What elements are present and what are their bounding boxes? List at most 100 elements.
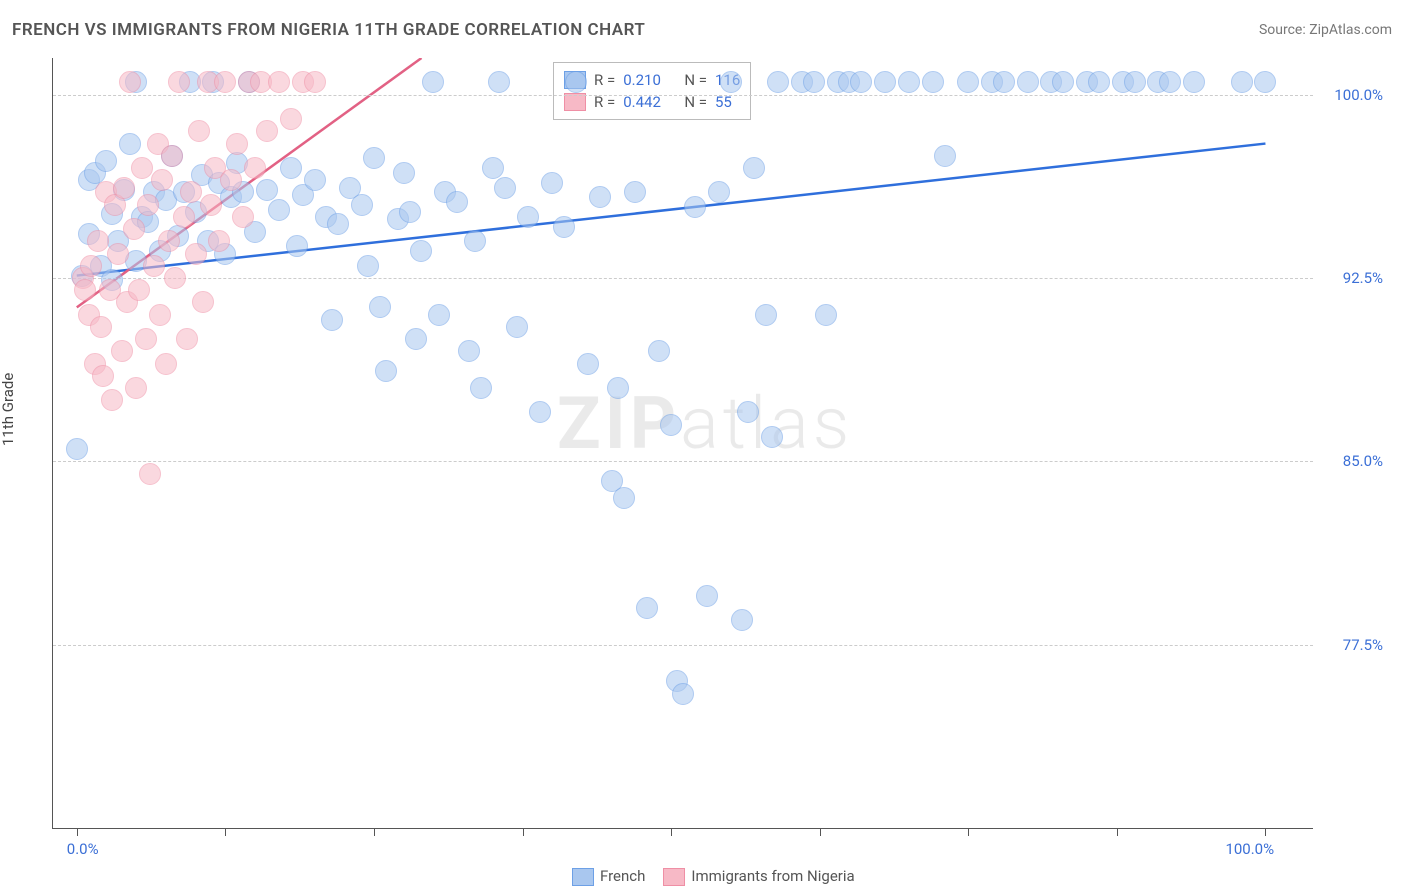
data-point [850,71,872,93]
data-point [90,316,112,338]
data-point [173,206,195,228]
data-point [1183,71,1205,93]
data-point [529,401,551,423]
data-point [125,377,147,399]
data-point [934,145,956,167]
data-point [993,71,1015,93]
plot-area: ZIPatlas R = 0.210 N = 116R = 0.442 N = … [52,58,1313,829]
stats-row: R = 0.210 N = 116 [564,69,740,91]
data-point [803,71,825,93]
source-credit: Source: ZipAtlas.com [1259,22,1392,38]
data-point [737,401,759,423]
data-point [256,179,278,201]
data-point [164,267,186,289]
data-point [357,255,379,277]
data-point [1231,71,1253,93]
legend-swatch [564,93,586,111]
data-point [517,206,539,228]
data-point [66,438,88,460]
data-point [176,328,198,350]
data-point [304,169,326,191]
legend-swatch [572,868,594,886]
data-point [139,463,161,485]
data-point [111,340,133,362]
data-point [304,71,326,93]
data-point [200,194,222,216]
legend-swatch [663,868,685,886]
x-tick [523,828,524,836]
data-point [280,108,302,130]
legend-item: Immigrants from Nigeria [663,867,854,886]
data-point [232,206,254,228]
legend-label: French [600,867,645,885]
data-point [244,157,266,179]
stat-n-label: N = [684,93,707,111]
data-point [161,145,183,167]
data-point [898,71,920,93]
data-point [95,150,117,172]
data-point [363,147,385,169]
data-point [624,181,646,203]
data-point [214,71,236,93]
data-point [488,71,510,93]
data-point [180,181,202,203]
y-axis-label: 11th Grade [0,373,17,446]
data-point [158,230,180,252]
y-gridline [53,461,1313,462]
data-point [119,71,141,93]
data-point [428,304,450,326]
data-point [410,240,432,262]
data-point [743,157,765,179]
legend-label: Immigrants from Nigeria [691,867,854,885]
data-point [1017,71,1039,93]
data-point [226,133,248,155]
data-point [607,377,629,399]
data-point [696,585,718,607]
data-point [188,120,210,142]
x-tick [1265,828,1266,836]
data-point [922,71,944,93]
data-point [351,194,373,216]
x-min-label: 0.0% [67,840,99,858]
data-point [393,162,415,184]
data-point [220,169,242,191]
data-point [613,487,635,509]
legend-item: French [572,867,645,886]
x-tick [820,828,821,836]
data-point [464,230,486,252]
y-tick-label: 85.0% [1343,452,1383,470]
data-point [375,360,397,382]
data-point [446,191,468,213]
data-point [123,218,145,240]
data-point [168,71,190,93]
data-point [107,243,129,265]
data-point [565,71,587,93]
data-point [731,609,753,631]
data-point [321,309,343,331]
data-point [541,172,563,194]
y-tick-label: 77.5% [1343,636,1383,654]
data-point [80,255,102,277]
x-tick [225,828,226,836]
data-point [470,377,492,399]
y-gridline [53,278,1313,279]
data-point [648,340,670,362]
data-point [280,157,302,179]
data-point [422,71,444,93]
data-point [672,683,694,705]
data-point [151,169,173,191]
data-point [87,230,109,252]
data-point [720,71,742,93]
data-point [327,213,349,235]
data-point [113,177,135,199]
x-tick [77,828,78,836]
data-point [1088,71,1110,93]
y-gridline [53,95,1313,96]
stat-r-value: 0.442 [623,93,661,111]
data-point [684,196,706,218]
data-point [149,304,171,326]
data-point [660,414,682,436]
data-point [101,389,123,411]
stat-r-value: 0.210 [623,71,661,89]
x-tick [671,828,672,836]
